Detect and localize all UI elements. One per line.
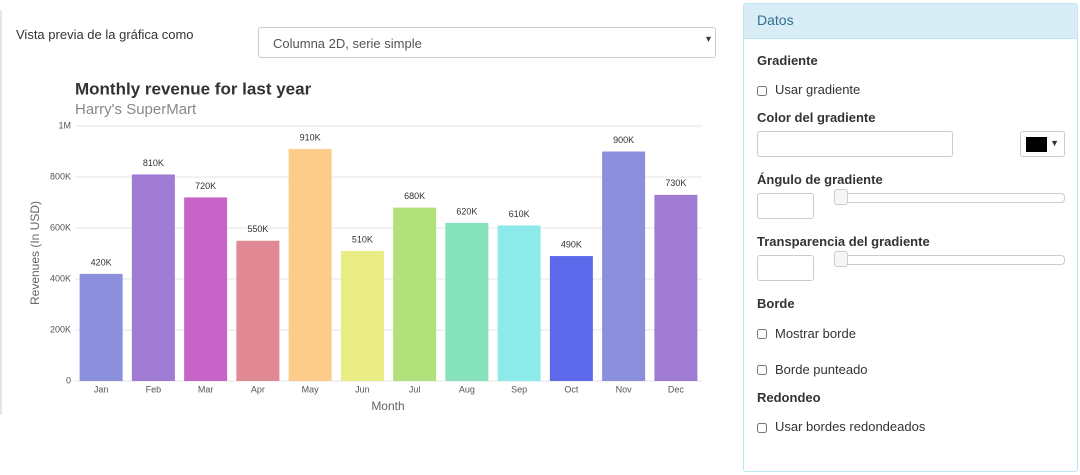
- gradient-transparency-input[interactable]: [757, 255, 814, 281]
- select-arrow: ▾: [705, 34, 711, 45]
- value-label: 900K: [613, 135, 634, 145]
- bar: [445, 222, 489, 381]
- select-text: Columna 2D, serie simple: [273, 36, 422, 51]
- x-tick-label: May: [302, 384, 320, 394]
- gradient-color-label: Color del gradiente: [757, 110, 876, 125]
- x-tick-label: Mar: [198, 384, 214, 394]
- bar: [549, 256, 593, 381]
- bar: [393, 207, 437, 381]
- x-tick-label: Dec: [668, 384, 685, 394]
- value-label: 550K: [247, 224, 268, 234]
- value-label: 910K: [300, 132, 321, 142]
- y-tick-label: 800K: [50, 171, 71, 181]
- use-gradient-checkbox[interactable]: [757, 86, 767, 96]
- x-tick-label: Oct: [564, 384, 579, 394]
- gradient-angle-label: Ángulo de gradiente: [757, 172, 883, 187]
- x-tick-label: Apr: [251, 384, 265, 394]
- chart-subtitle: Harry's SuperMart: [75, 101, 197, 118]
- x-tick-label: Sep: [511, 384, 527, 394]
- data-panel: Datos: [743, 3, 1078, 472]
- y-tick-label: 0: [66, 375, 71, 385]
- value-label: 610K: [509, 209, 530, 219]
- panel-title: Datos: [744, 4, 1077, 39]
- gradient-transparency-slider[interactable]: [834, 255, 1065, 265]
- slider-handle[interactable]: [834, 189, 848, 205]
- bar: [79, 273, 123, 381]
- gradient-transparency-label: Transparencia del gradiente: [757, 234, 930, 249]
- rounded-borders-checkbox[interactable]: [757, 423, 767, 433]
- use-gradient-label: Usar gradiente: [775, 82, 861, 97]
- bar: [340, 250, 384, 381]
- dotted-border-checkbox[interactable]: [757, 365, 767, 375]
- x-tick-label: Nov: [616, 384, 633, 394]
- left-border: [0, 10, 2, 415]
- value-label: 620K: [456, 206, 477, 216]
- border-heading: Borde: [757, 296, 795, 311]
- bar: [184, 197, 228, 381]
- gradient-heading: Gradiente: [757, 53, 818, 68]
- bar: [602, 151, 646, 381]
- chart-select[interactable]: Columna 2D, serie simple ▾: [258, 27, 716, 58]
- slider-handle[interactable]: [834, 251, 848, 267]
- value-label: 420K: [91, 257, 112, 267]
- y-tick-label: 1M: [58, 120, 71, 130]
- rounded-borders-label: Usar bordes redondeados: [775, 419, 926, 434]
- gradient-angle-input[interactable]: [757, 193, 814, 219]
- value-label: 490K: [561, 239, 582, 249]
- bar: [654, 194, 698, 381]
- y-axis-label: Revenues (In USD): [28, 201, 42, 305]
- chart: Monthly revenue for last year Harry's Su…: [28, 79, 702, 413]
- dotted-border-label: Borde punteado: [775, 362, 868, 377]
- x-tick-label: Jul: [409, 384, 421, 394]
- color-picker[interactable]: ▼: [1020, 131, 1065, 157]
- gradient-color-input[interactable]: [757, 131, 953, 157]
- color-swatch: [1026, 137, 1047, 152]
- bar: [131, 174, 175, 381]
- gradient-angle-slider[interactable]: [834, 193, 1065, 203]
- picker-arrow: ▼: [1050, 138, 1059, 148]
- x-tick-label: Feb: [146, 384, 162, 394]
- bar: [236, 240, 280, 381]
- preview-label: Vista previa de la gráfica como: [16, 27, 194, 42]
- y-tick-label: 400K: [50, 273, 71, 283]
- bar: [288, 148, 332, 381]
- value-label: 730K: [665, 178, 686, 188]
- x-tick-label: Aug: [459, 384, 475, 394]
- y-tick-label: 200K: [50, 324, 71, 334]
- rounding-heading: Redondeo: [757, 390, 821, 405]
- value-label: 810K: [143, 158, 164, 168]
- show-border-label: Mostrar borde: [775, 326, 856, 341]
- value-label: 680K: [404, 191, 425, 201]
- x-tick-label: Jan: [94, 384, 109, 394]
- y-tick-label: 600K: [50, 222, 71, 232]
- show-border-checkbox[interactable]: [757, 329, 767, 339]
- x-tick-label: Jun: [355, 384, 370, 394]
- value-label: 510K: [352, 234, 373, 244]
- value-label: 720K: [195, 181, 216, 191]
- x-axis-label: Month: [371, 399, 404, 413]
- chart-title: Monthly revenue for last year: [75, 79, 312, 98]
- bar: [497, 225, 541, 381]
